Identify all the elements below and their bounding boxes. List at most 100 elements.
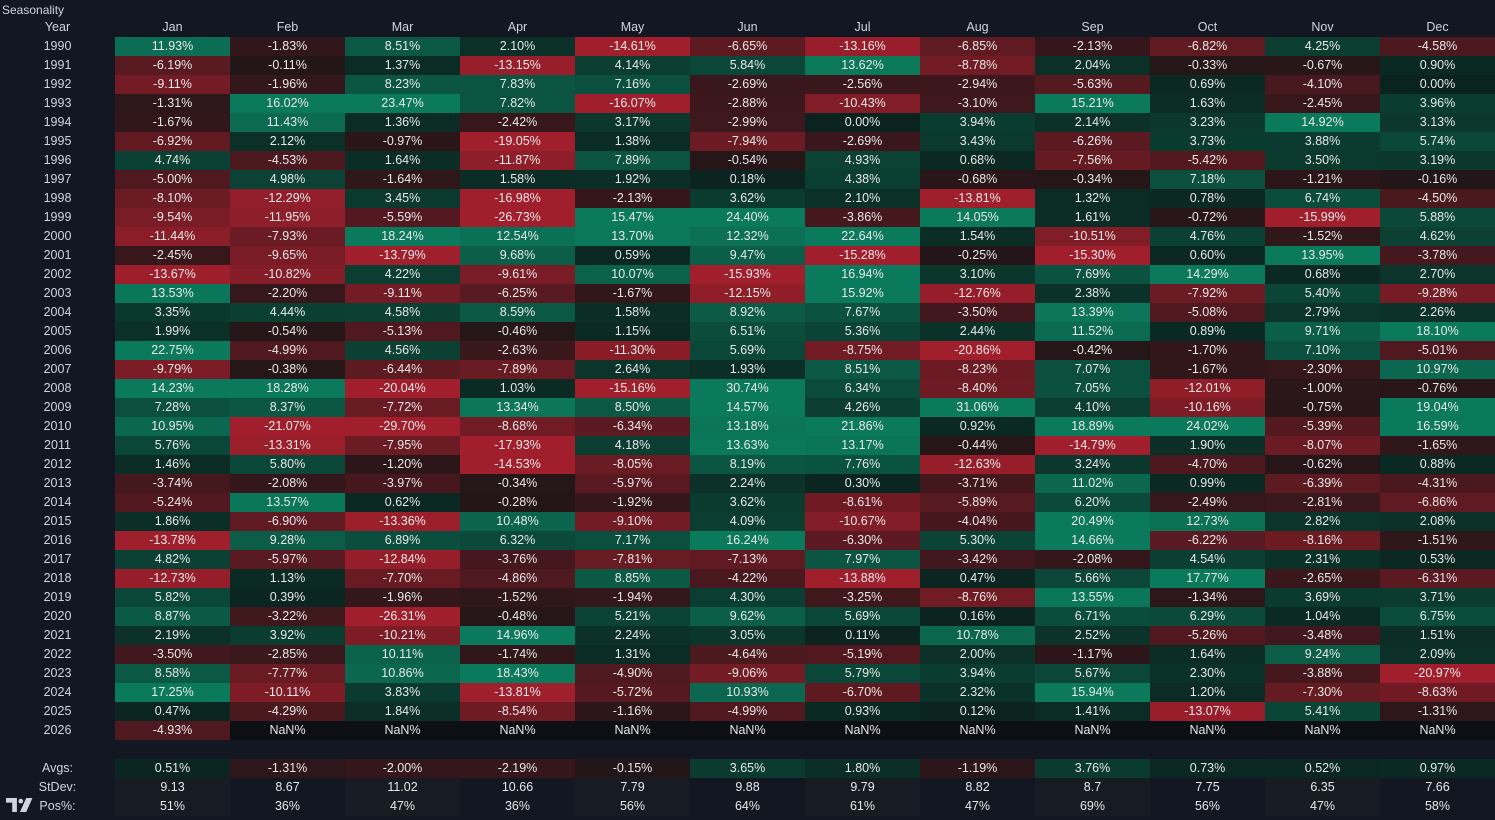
return-cell: 1.32% <box>1035 189 1150 208</box>
return-cell: 2.32% <box>920 683 1035 702</box>
return-cell: -9.54% <box>115 208 230 227</box>
return-cell: 2.31% <box>1265 550 1380 569</box>
month-header-jan: Jan <box>162 20 183 34</box>
return-cell: 1.90% <box>1150 436 1265 455</box>
year-cell: 2010 <box>43 419 72 433</box>
return-cell: -5.63% <box>1035 75 1150 94</box>
return-cell: 1.64% <box>1150 645 1265 664</box>
return-cell: -4.99% <box>690 702 805 721</box>
year-cell: 2012 <box>43 457 72 471</box>
return-cell: 8.50% <box>575 398 690 417</box>
return-cell: 10.93% <box>690 683 805 702</box>
return-cell: -3.22% <box>230 607 345 626</box>
return-cell: 4.98% <box>230 170 345 189</box>
stats-cell: 9.79 <box>805 778 920 797</box>
return-cell: 6.34% <box>805 379 920 398</box>
return-cell: 14.05% <box>920 208 1035 227</box>
return-cell: -6.19% <box>115 56 230 75</box>
return-cell: 8.51% <box>345 37 460 56</box>
table-row: 2014 -5.24% 13.57% 0.62% -0.28% -1.92% 3.62% -8… <box>0 493 1495 512</box>
return-cell: -0.72% <box>1150 208 1265 227</box>
stats-cell: -2.00% <box>345 759 460 778</box>
table-row: 1991 -6.19% -0.11% 1.37% -13.15% 4.14% 5.84% 13… <box>0 56 1495 75</box>
return-cell: 8.23% <box>345 75 460 94</box>
return-cell: -0.11% <box>230 56 345 75</box>
return-cell: 8.92% <box>690 303 805 322</box>
return-cell: 3.96% <box>1380 94 1495 113</box>
return-cell: 1.38% <box>575 132 690 151</box>
return-cell: -11.44% <box>115 227 230 246</box>
year-column-header: Year <box>44 20 71 34</box>
return-cell: 6.32% <box>460 531 575 550</box>
return-cell: -3.78% <box>1380 246 1495 265</box>
return-cell: 0.00% <box>805 113 920 132</box>
return-cell: 1.31% <box>575 645 690 664</box>
return-cell: 3.62% <box>690 189 805 208</box>
return-cell: -0.42% <box>1035 341 1150 360</box>
year-cell: 2008 <box>43 381 72 395</box>
table-row: 2005 1.99% -0.54% -5.13% -0.46% 1.15% 6.51% 5.3… <box>0 322 1495 341</box>
return-cell: 1.15% <box>575 322 690 341</box>
return-cell: -5.59% <box>345 208 460 227</box>
return-cell: NaN% <box>575 721 690 740</box>
return-cell: -13.07% <box>1150 702 1265 721</box>
return-cell: -6.44% <box>345 360 460 379</box>
return-cell: 1.93% <box>690 360 805 379</box>
return-cell: 7.69% <box>1035 265 1150 284</box>
return-cell: -2.65% <box>1265 569 1380 588</box>
return-cell: 3.92% <box>230 626 345 645</box>
return-cell: -0.62% <box>1265 455 1380 474</box>
return-cell: 5.69% <box>805 607 920 626</box>
return-cell: -0.34% <box>1035 170 1150 189</box>
return-cell: -6.26% <box>1035 132 1150 151</box>
stats-cell: -1.31% <box>230 759 345 778</box>
return-cell: 2.70% <box>1380 265 1495 284</box>
year-cell: 2026 <box>43 723 72 737</box>
return-cell: -5.97% <box>575 474 690 493</box>
return-cell: 2.64% <box>575 360 690 379</box>
return-cell: 5.67% <box>1035 664 1150 683</box>
return-cell: -4.29% <box>230 702 345 721</box>
return-cell: 2.44% <box>920 322 1035 341</box>
table-row: 1994 -1.67% 11.43% 1.36% -2.42% 3.17% -2.99% 0.… <box>0 113 1495 132</box>
return-cell: -2.63% <box>460 341 575 360</box>
stats-cell: 9.88 <box>690 778 805 797</box>
return-cell: 1.36% <box>345 113 460 132</box>
table-row: 2002 -13.67% -10.82% 4.22% -9.61% 10.07% -15.9… <box>0 265 1495 284</box>
return-cell: 14.96% <box>460 626 575 645</box>
return-cell: 6.20% <box>1035 493 1150 512</box>
table-row: 2008 14.23% 18.28% -20.04% 1.03% -15.16% 30.74… <box>0 379 1495 398</box>
return-cell: 9.62% <box>690 607 805 626</box>
table-row: 2007 -9.79% -0.38% -6.44% -7.89% 2.64% 1.93% 8.… <box>0 360 1495 379</box>
return-cell: -8.07% <box>1265 436 1380 455</box>
return-cell: NaN% <box>1380 721 1495 740</box>
return-cell: 13.55% <box>1035 588 1150 607</box>
return-cell: 8.87% <box>115 607 230 626</box>
return-cell: -10.82% <box>230 265 345 284</box>
return-cell: 31.06% <box>920 398 1035 417</box>
stats-cell: 58% <box>1380 797 1495 816</box>
return-cell: -5.42% <box>1150 151 1265 170</box>
return-cell: -1.52% <box>460 588 575 607</box>
table-row: 2013 -3.74% -2.08% -3.97% -0.34% -5.97% 2.24% 0… <box>0 474 1495 493</box>
stats-cell: -2.19% <box>460 759 575 778</box>
tradingview-logo-icon[interactable] <box>5 798 35 812</box>
return-cell: 15.21% <box>1035 94 1150 113</box>
return-cell: -17.93% <box>460 436 575 455</box>
stats-cell: 7.75 <box>1150 778 1265 797</box>
return-cell: 20.49% <box>1035 512 1150 531</box>
return-cell: 4.76% <box>1150 227 1265 246</box>
return-cell: -26.73% <box>460 208 575 227</box>
stats-cell: 8.7 <box>1035 778 1150 797</box>
return-cell: -8.76% <box>920 588 1035 607</box>
return-cell: -6.25% <box>460 284 575 303</box>
return-cell: -9.11% <box>345 284 460 303</box>
return-cell: -0.97% <box>345 132 460 151</box>
return-cell: 7.17% <box>575 531 690 550</box>
return-cell: -2.49% <box>1150 493 1265 512</box>
month-header-mar: Mar <box>391 20 414 34</box>
return-cell: -12.63% <box>920 455 1035 474</box>
table-row: 2024 17.25% -10.11% 3.83% -13.81% -5.72% 10.93… <box>0 683 1495 702</box>
return-cell: NaN% <box>920 721 1035 740</box>
return-cell: 3.94% <box>920 664 1035 683</box>
